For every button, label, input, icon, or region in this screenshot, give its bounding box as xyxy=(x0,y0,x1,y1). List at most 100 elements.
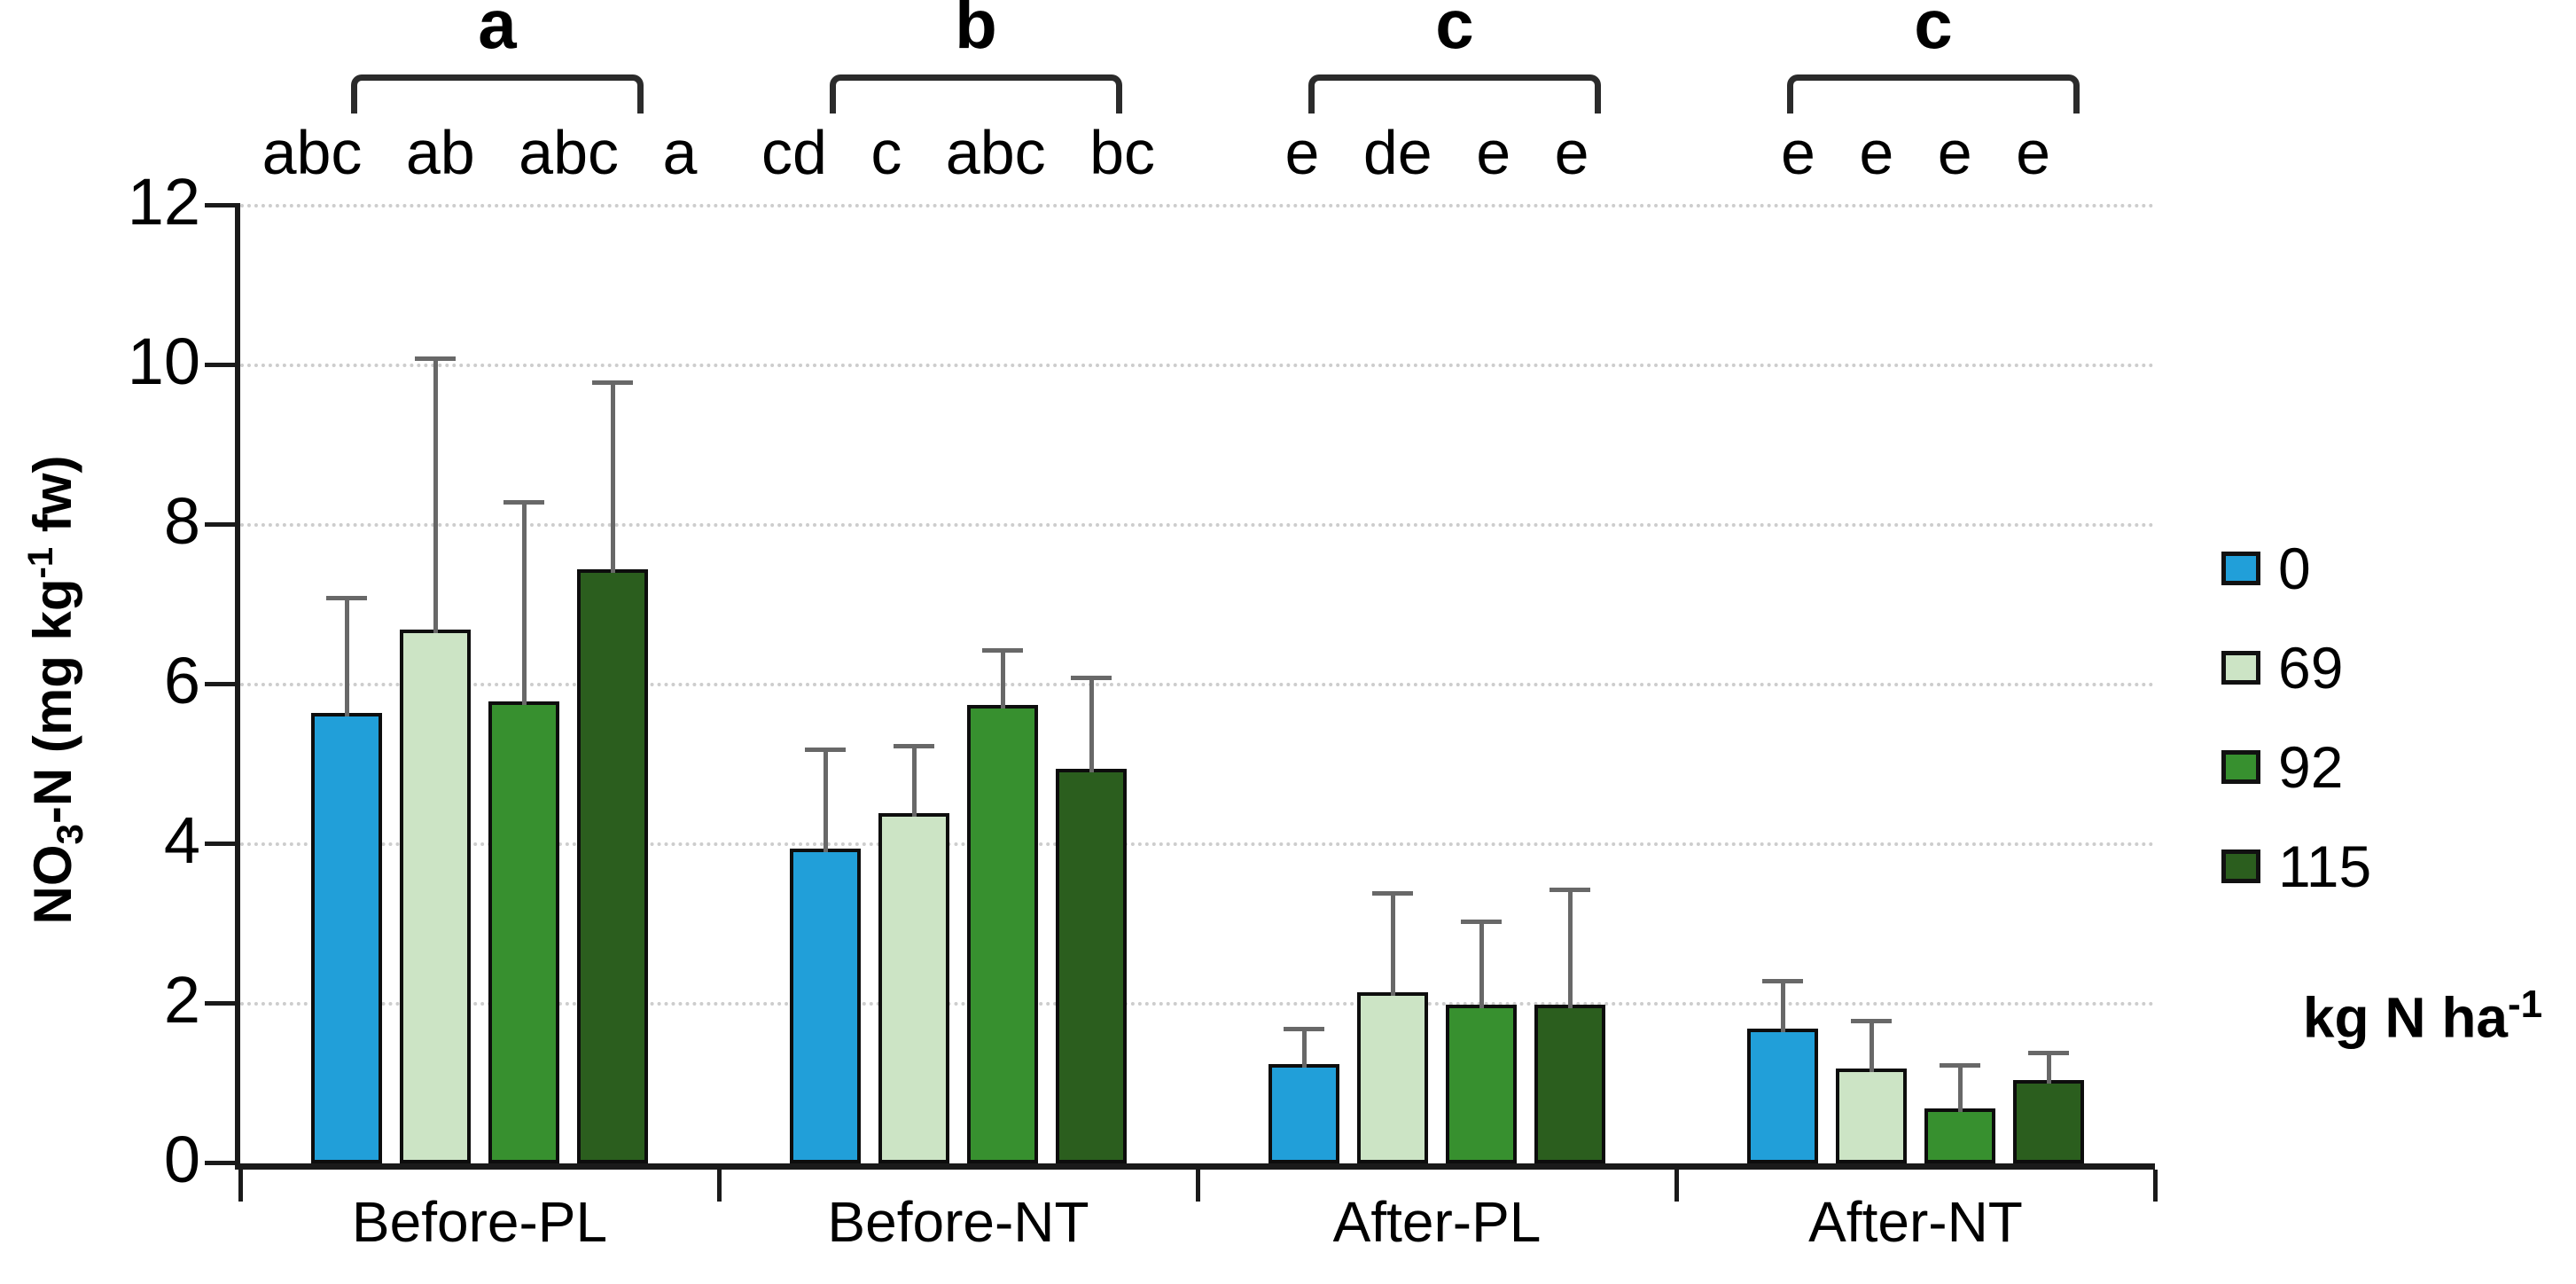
y-tick-8 xyxy=(205,522,240,527)
error-bar-cap xyxy=(894,743,934,748)
gridline-y-6 xyxy=(240,683,2155,686)
gridline-y-10 xyxy=(240,364,2155,367)
significance-letters-Before-PL: abc ab abc a xyxy=(262,118,698,187)
error-bar-Before-PL-69 xyxy=(433,357,438,633)
x-tick xyxy=(1674,1170,1679,1202)
legend-swatch-icon xyxy=(2221,651,2260,685)
y-tick-2 xyxy=(205,1001,240,1006)
legend-item-92: 92 xyxy=(2221,736,2371,798)
error-bar-After-NT-92 xyxy=(1958,1063,1963,1112)
y-tick-10 xyxy=(205,363,240,367)
legend-label: 115 xyxy=(2278,834,2372,899)
error-bar-After-NT-115 xyxy=(2047,1052,2051,1084)
gridline-y-2 xyxy=(240,1002,2155,1006)
legend-swatch-icon xyxy=(2221,750,2260,784)
y-tick-label: 10 xyxy=(127,325,200,398)
bar-Before-PL-69 xyxy=(400,629,471,1163)
y-tick-label: 4 xyxy=(163,803,200,877)
x-axis-label-After-PL: After-PL xyxy=(1332,1190,1542,1254)
x-axis-label-After-NT: After-NT xyxy=(1808,1190,2023,1254)
x-tick xyxy=(238,1170,243,1202)
y-tick-label: 8 xyxy=(163,484,200,558)
error-bar-cap xyxy=(592,380,633,385)
y-tick-12 xyxy=(205,203,240,207)
bar-Before-NT-0 xyxy=(790,849,861,1163)
bar-After-PL-0 xyxy=(1268,1064,1339,1163)
error-bar-Before-NT-115 xyxy=(1089,677,1094,772)
legend-label: 92 xyxy=(2278,734,2344,800)
legend-label: 69 xyxy=(2278,635,2344,701)
group-bracket-After-NT xyxy=(1787,74,2080,114)
error-bar-cap xyxy=(503,500,544,505)
legend-title-sup: -1 xyxy=(2508,983,2543,1026)
legend-swatch-icon xyxy=(2221,849,2260,883)
bar-After-NT-92 xyxy=(1924,1108,1995,1163)
y-tick-label: 2 xyxy=(163,963,200,1037)
x-axis-label-Before-PL: Before-PL xyxy=(351,1190,608,1254)
error-bar-cap xyxy=(1762,979,1803,983)
significance-letters-After-NT: e e e e xyxy=(1780,118,2051,187)
error-bar-Before-PL-92 xyxy=(522,501,527,705)
error-bar-cap xyxy=(415,356,456,361)
error-bar-cap xyxy=(1284,1027,1324,1031)
group-letter-After-PL: c xyxy=(1435,0,1474,63)
bar-After-PL-69 xyxy=(1357,992,1428,1163)
error-bar-cap xyxy=(326,596,367,600)
error-bar-After-PL-69 xyxy=(1391,892,1395,996)
error-bar-After-PL-0 xyxy=(1302,1028,1307,1068)
bar-Before-PL-92 xyxy=(488,701,559,1163)
bar-After-PL-115 xyxy=(1534,1004,1605,1163)
error-bar-cap xyxy=(1940,1062,1980,1068)
y-title-sup: -1 xyxy=(21,546,60,579)
legend-item-69: 69 xyxy=(2221,637,2371,699)
bar-After-NT-69 xyxy=(1836,1068,1907,1163)
x-axis-label-Before-NT: Before-NT xyxy=(827,1190,1089,1254)
y-tick-4 xyxy=(205,842,240,846)
error-bar-cap xyxy=(1550,887,1590,892)
error-bar-cap xyxy=(1071,676,1112,680)
error-bar-Before-NT-69 xyxy=(912,744,917,817)
group-bracket-After-PL xyxy=(1308,74,1601,114)
y-tick-label: 6 xyxy=(163,644,200,717)
y-title-post: fw) xyxy=(23,455,82,547)
significance-letters-Before-NT: cd c abc bc xyxy=(761,118,1156,187)
y-title-mid: -N (mg kg xyxy=(23,578,82,825)
error-bar-After-PL-92 xyxy=(1479,920,1484,1008)
x-tick xyxy=(1196,1170,1200,1202)
legend-label: 0 xyxy=(2278,536,2311,601)
error-bar-After-NT-69 xyxy=(1870,1020,1874,1072)
x-tick xyxy=(2153,1170,2158,1202)
bar-Before-NT-92 xyxy=(967,705,1038,1163)
y-tick-0 xyxy=(205,1161,240,1165)
bar-Before-NT-115 xyxy=(1056,769,1127,1163)
error-bar-cap xyxy=(982,647,1023,653)
error-bar-cap xyxy=(1851,1019,1892,1023)
legend: 0 69 92 115 xyxy=(2221,537,2371,935)
bar-Before-NT-69 xyxy=(878,812,949,1163)
error-bar-Before-PL-0 xyxy=(345,597,349,716)
error-bar-Before-NT-92 xyxy=(1001,648,1005,709)
legend-item-115: 115 xyxy=(2221,835,2371,897)
error-bar-After-NT-0 xyxy=(1781,980,1785,1032)
bar-After-NT-115 xyxy=(2013,1080,2084,1163)
y-title-sub: 3 xyxy=(49,824,90,845)
error-bar-Before-PL-115 xyxy=(611,381,615,573)
legend-title: kg N ha-1 xyxy=(2269,983,2576,1050)
gridline-y-12 xyxy=(240,204,2155,207)
legend-title-text: kg N ha xyxy=(2302,985,2509,1050)
group-bracket-Before-PL xyxy=(351,74,644,114)
y-tick-label: 0 xyxy=(163,1123,200,1196)
bar-After-PL-92 xyxy=(1446,1004,1517,1163)
y-title-pre: NO xyxy=(23,844,82,925)
y-tick-6 xyxy=(205,682,240,686)
group-letter-Before-PL: a xyxy=(478,0,517,63)
plot-area: 0 2 4 6 8 10 12 abc ab abc a a Before-PL cd c abc … xyxy=(128,0,2158,1250)
error-bar-cap xyxy=(1372,891,1413,896)
group-letter-Before-NT: b xyxy=(955,0,997,63)
gridline-y-4 xyxy=(240,842,2155,846)
error-bar-Before-NT-0 xyxy=(824,748,828,852)
x-tick xyxy=(717,1170,722,1202)
group-letter-After-NT: c xyxy=(1914,0,1953,63)
legend-swatch-icon xyxy=(2221,552,2260,585)
group-bracket-Before-NT xyxy=(830,74,1122,114)
